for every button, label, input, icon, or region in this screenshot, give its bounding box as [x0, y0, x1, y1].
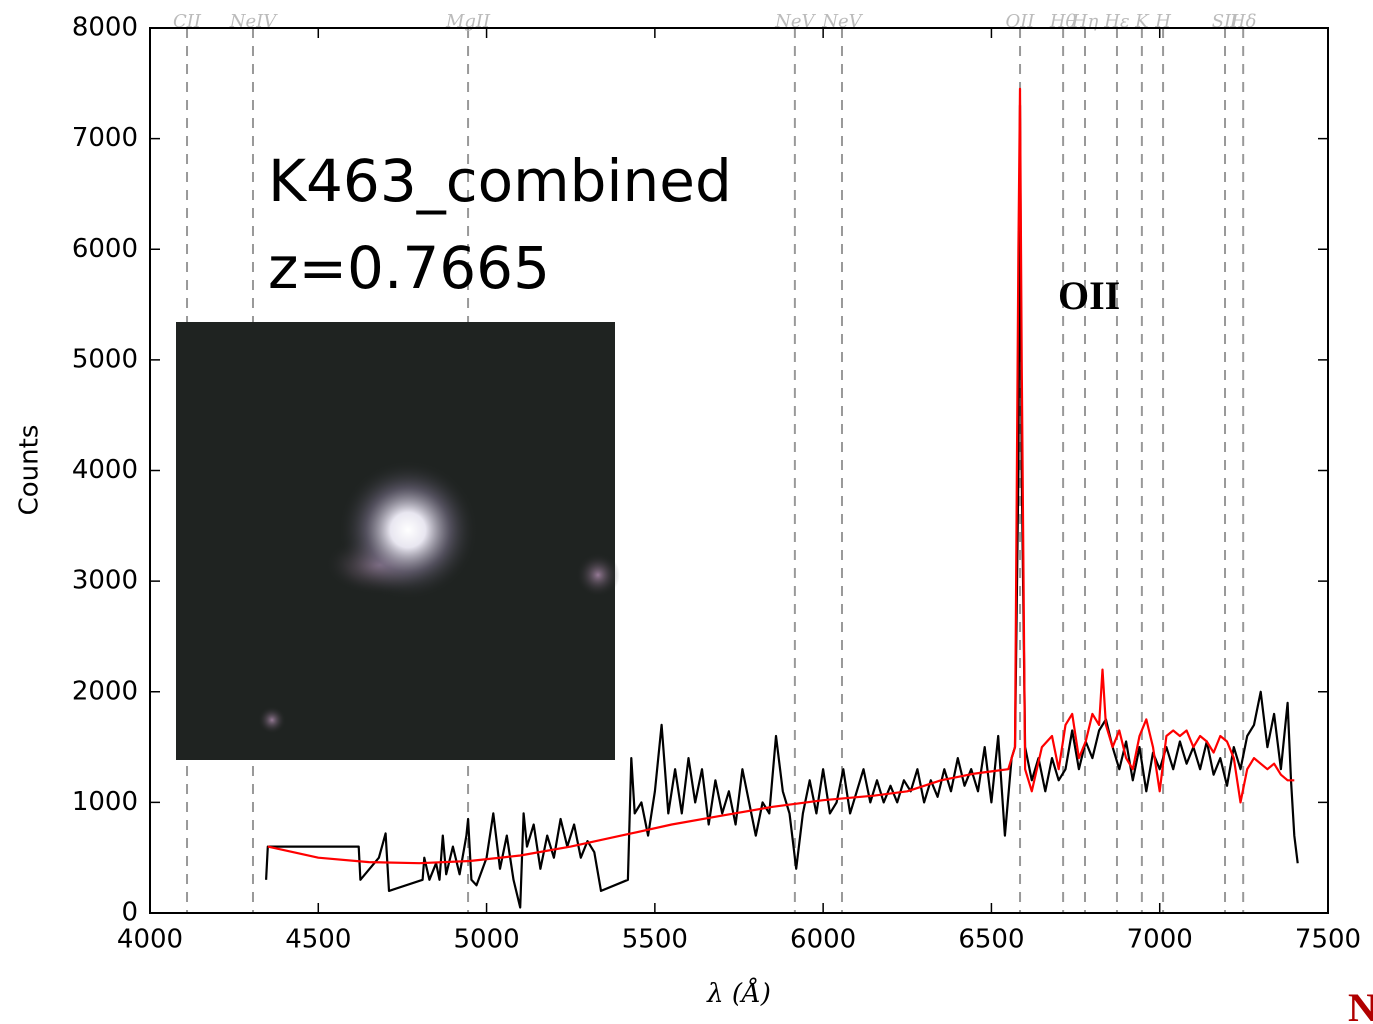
line-label: Hε	[1103, 11, 1129, 32]
line-label: Hθ	[1049, 11, 1077, 32]
line-label: CII	[173, 11, 202, 32]
line-label: NeV	[774, 11, 816, 32]
x-tick-label: 5000	[453, 925, 519, 955]
y-axis-label: Counts	[15, 425, 45, 516]
y-tick-label: 2000	[72, 676, 138, 706]
axes: 4000 4500 5000 5500 6000 6500 7000 7500 0 1000 200…	[72, 13, 1361, 955]
x-axis-label: λ (Å)	[706, 977, 771, 1009]
line-label: OII	[1006, 11, 1036, 32]
y-tick-label: 0	[121, 898, 138, 928]
y-tick-label: 4000	[72, 455, 138, 485]
y-tick-label: 8000	[72, 13, 138, 43]
line-label: MgII	[445, 11, 491, 32]
line-label: Hδ	[1229, 11, 1257, 32]
annotation: z=0.7665	[268, 234, 550, 302]
annotation: OII	[1058, 273, 1120, 318]
line-label: H	[1154, 11, 1171, 32]
y-tick-label: 5000	[72, 344, 138, 374]
x-tick-label: 4000	[117, 925, 183, 955]
corner-mark: N	[1348, 985, 1373, 1024]
plot	[265, 87, 1299, 909]
y-tick-label: 1000	[72, 787, 138, 817]
line-label: K	[1134, 11, 1150, 32]
line-label: NeIV	[229, 11, 279, 32]
x-tick-label: 6500	[958, 925, 1024, 955]
line-label: Hη	[1071, 11, 1099, 32]
x-tick-label: 7000	[1127, 925, 1193, 955]
y-tick-label: 3000	[72, 566, 138, 596]
x-tick-label: 6000	[790, 925, 856, 955]
series-line	[267, 87, 1295, 865]
y-tick-label: 7000	[72, 123, 138, 153]
annotation: K463_combined	[268, 147, 732, 215]
x-tick-label: 7500	[1295, 925, 1361, 955]
y-tick-label: 6000	[72, 234, 138, 264]
series-line	[265, 104, 1299, 909]
line-label: NeV	[821, 11, 863, 32]
inset-image	[176, 322, 620, 760]
x-tick-label: 4500	[285, 925, 351, 955]
x-tick-label: 5500	[622, 925, 688, 955]
line-label: SII	[1212, 11, 1239, 32]
